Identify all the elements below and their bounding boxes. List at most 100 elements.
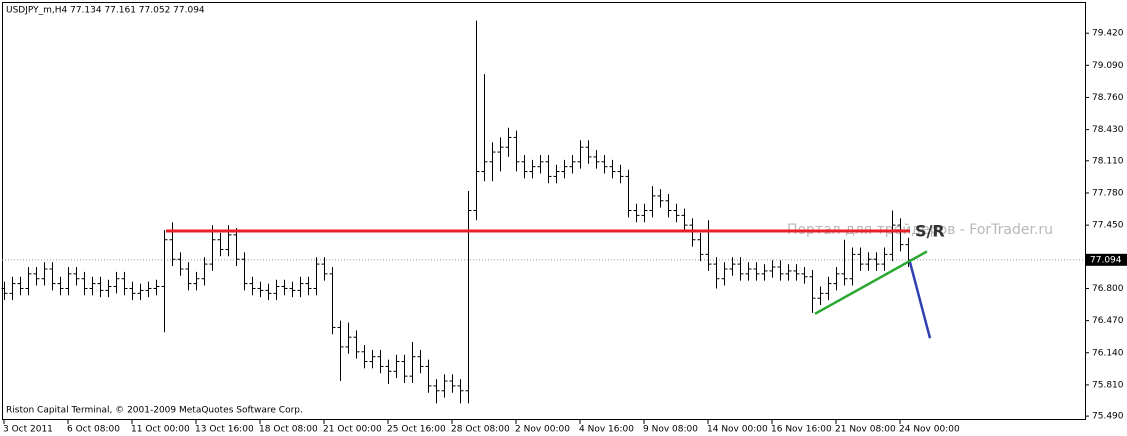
ohlc-bar	[849, 247, 856, 286]
ohlc-bar	[825, 276, 832, 301]
x-tick-label: 14 Nov 00:00	[707, 425, 768, 435]
ohlc-bar	[377, 349, 384, 374]
ohlc-bar	[745, 262, 752, 281]
ohlc-bar	[65, 267, 72, 296]
ohlc-bar	[289, 281, 296, 298]
ohlc-bar	[881, 247, 888, 271]
y-tick-label: 78.430	[1092, 125, 1124, 135]
chart-footer: Riston Capital Terminal, © 2001-2009 Met…	[6, 406, 303, 416]
ohlc-bar	[145, 281, 152, 298]
y-tick-label: 79.090	[1092, 61, 1124, 71]
ohlc-bar	[593, 150, 600, 169]
ohlc-bar	[17, 276, 24, 296]
ohlc-bar	[89, 276, 96, 296]
ohlc-bar	[313, 257, 320, 296]
ohlc-bar	[481, 74, 488, 182]
ohlc-bar	[569, 154, 576, 174]
ohlc-bar	[137, 283, 144, 301]
ohlc-bar	[305, 276, 312, 296]
ohlc-bar	[249, 276, 256, 296]
x-tick-label: 3 Oct 2011	[3, 425, 53, 435]
x-tick-label: 9 Nov 08:00	[643, 425, 698, 435]
ohlc-bar	[465, 191, 472, 404]
ohlc-bar	[257, 281, 264, 298]
y-tick-label: 78.760	[1092, 93, 1124, 103]
ohlc-bar	[561, 159, 568, 179]
ohlc-bar	[697, 232, 704, 262]
ohlc-bar	[241, 252, 248, 291]
ohlc-bar	[513, 130, 520, 172]
ohlc-bar	[809, 269, 816, 313]
y-tick-label: 78.110	[1092, 156, 1124, 166]
trend-line	[814, 250, 928, 315]
ohlc-bar	[209, 225, 216, 271]
x-tick-label: 4 Nov 16:00	[579, 425, 634, 435]
x-tick-label: 21 Nov 08:00	[835, 425, 896, 435]
ohlc-bar	[705, 220, 712, 271]
chart-header: USDJPY_m,H4 77.134 77.161 77.052 77.094	[6, 6, 205, 16]
x-tick-label: 18 Oct 08:00	[259, 425, 318, 435]
plot-frame	[2, 2, 1086, 420]
ohlc-bar	[545, 154, 552, 184]
ohlc-bar	[161, 230, 168, 333]
ohlc-bar	[529, 159, 536, 179]
watermark: Портал для трейдеров - ForTrader.ru	[787, 222, 1053, 238]
current-price-box	[1086, 253, 1127, 266]
ohlc-bar	[353, 330, 360, 359]
ohlc-bar	[217, 232, 224, 257]
x-tick-label: 28 Oct 08:00	[451, 425, 510, 435]
ohlc-bar	[201, 257, 208, 286]
ohlc-bar	[425, 359, 432, 393]
y-tick-label: 77.450	[1092, 221, 1124, 231]
ohlc-bar	[657, 189, 664, 208]
ohlc-bar	[105, 279, 112, 298]
ohlc-bar	[489, 142, 496, 182]
ohlc-bar	[737, 257, 744, 281]
ohlc-bar	[857, 247, 864, 271]
ohlc-bar	[57, 276, 64, 296]
ohlc-bar	[113, 271, 120, 294]
ohlc-bar	[345, 322, 352, 354]
x-tick-label: 11 Oct 00:00	[131, 425, 190, 435]
ohlc-bar	[577, 140, 584, 169]
x-tick-label: 6 Oct 08:00	[67, 425, 120, 435]
ohlc-bar	[25, 267, 32, 296]
ohlc-bar	[777, 260, 784, 281]
y-tick-label: 76.470	[1092, 316, 1124, 326]
ohlc-bar	[497, 137, 504, 172]
ohlc-bar	[553, 164, 560, 184]
ohlc-bar	[81, 271, 88, 296]
ohlc-bar	[417, 349, 424, 374]
ohlc-bar	[633, 203, 640, 223]
y-tick-label: 75.810	[1092, 380, 1124, 390]
ohlc-bar	[841, 239, 848, 286]
x-tick-label: 21 Oct 00:00	[323, 425, 382, 435]
ohlc-bar	[273, 279, 280, 301]
ohlc-bar	[601, 154, 608, 174]
ohlc-bar	[641, 203, 648, 223]
ohlc-bar	[185, 262, 192, 291]
ohlc-bar	[265, 283, 272, 301]
ohlc-bar	[385, 359, 392, 384]
ohlc-bar	[297, 276, 304, 298]
ohlc-bar	[33, 267, 40, 286]
ohlc-bar	[753, 262, 760, 281]
ohlc-bar	[769, 260, 776, 278]
x-tick-label: 13 Oct 16:00	[195, 425, 254, 435]
ohlc-bar	[673, 203, 680, 223]
ohlc-bar	[393, 354, 400, 379]
current-price-label: 77.094	[1090, 255, 1122, 265]
ohlc-bar	[681, 208, 688, 232]
ohlc-bar	[433, 379, 440, 404]
x-tick-label: 24 Nov 00:00	[899, 425, 960, 435]
ohlc-bar	[409, 342, 416, 383]
ohlc-bar	[49, 262, 56, 291]
y-tick-label: 75.490	[1092, 412, 1124, 422]
ohlc-bar	[129, 281, 136, 301]
ohlc-bar	[521, 154, 528, 179]
ohlc-bar	[97, 276, 104, 298]
ohlc-bar	[505, 127, 512, 157]
ohlc-bar	[609, 159, 616, 179]
